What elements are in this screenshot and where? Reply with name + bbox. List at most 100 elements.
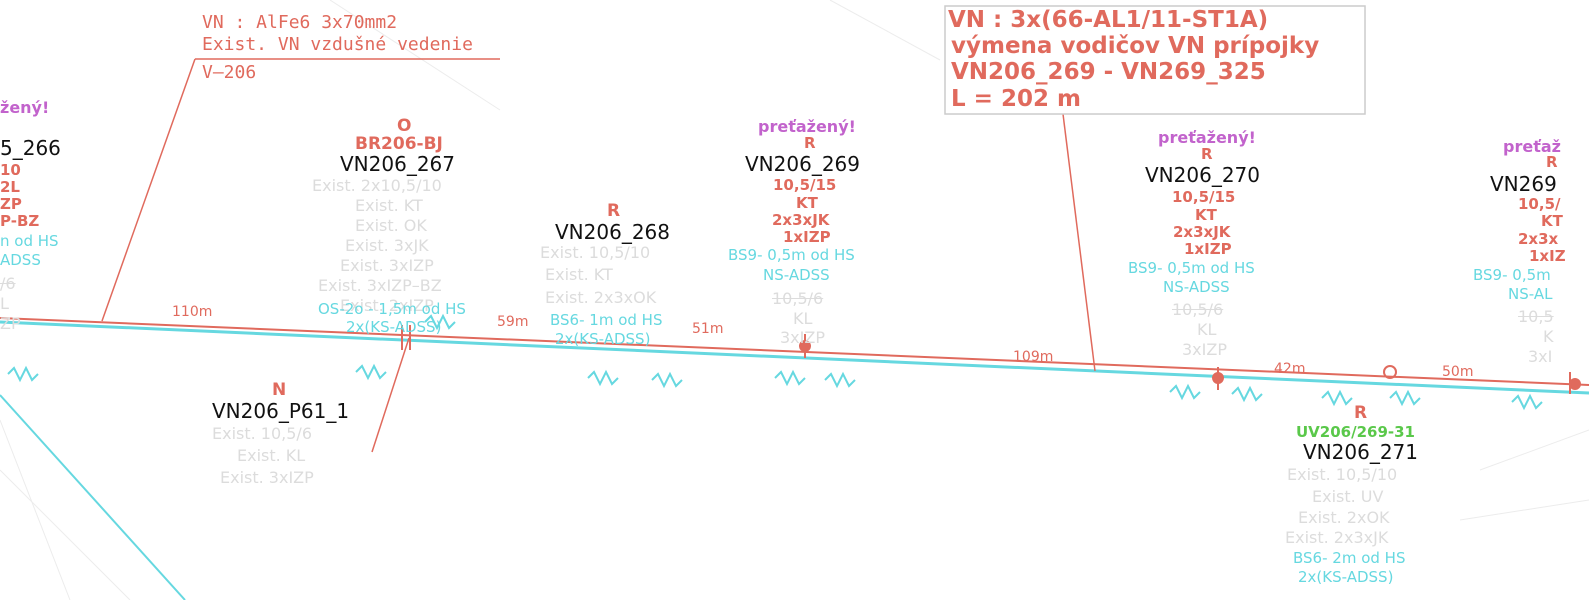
pole-symbols [401, 325, 1581, 394]
pole-268-letter: R [607, 201, 621, 221]
pole-269-id: VN206_269 [745, 152, 860, 176]
spec-left-a: 10 [0, 161, 21, 179]
box-leader-line [1062, 113, 1096, 372]
pole-right-old-3: 3xI [1528, 347, 1553, 366]
spec-left-i: ZP [0, 314, 21, 333]
pole-270-old-2: KL [1197, 320, 1217, 339]
pole-270-old-3: 3xIZP [1182, 340, 1227, 359]
pole-p61-exist-3: Exist. 3xIZP [220, 468, 314, 487]
pole-267-exist-3: Exist. OK [355, 216, 427, 235]
span-distance-6: 50m [1442, 364, 1474, 380]
span-distance-5: 42m [1274, 361, 1306, 377]
pole-271-id: VN206_271 [1303, 440, 1418, 464]
pole-267-exist-6: Exist. 3xIZP–BZ [318, 276, 442, 295]
spec-left-f: ADSS [0, 251, 41, 269]
pole-right-spec-1: 10,5/ [1518, 195, 1561, 213]
main-cyan-line [0, 320, 1589, 395]
pole-269-spec-4: 1xIZP [783, 228, 831, 246]
spec-left-c: ZP [0, 195, 22, 213]
pole-id-left: 5_266 [0, 136, 61, 160]
spec-left-d: P-BZ [0, 212, 40, 230]
pole-270-fiber-1: BS9- 0,5m od HS [1128, 259, 1255, 277]
pole-268-exist-3: Exist. 2x3xOK [545, 288, 657, 307]
pole-right-overload: preťaž [1503, 137, 1561, 156]
pole-271-letter: R [1354, 403, 1368, 423]
pole-271-fiber-1: BS6- 2m od HS [1293, 549, 1406, 567]
pole-270-spec-4: 1xIZP [1184, 240, 1232, 258]
pole-270-old-1: 10,5/6 [1172, 300, 1224, 319]
pole-267-exist-5: Exist. 3xIZP [340, 256, 434, 275]
pole-269-letter: R [804, 134, 816, 152]
pole-269-spec-3: 2x3xJK [772, 211, 830, 229]
box-description: výmena vodičov VN prípojky [951, 33, 1320, 59]
pole-270-id: VN206_270 [1145, 163, 1260, 187]
pole-270-spec-3: 2x3xJK [1173, 223, 1231, 241]
pole-right-old-1: 10,5 [1518, 307, 1554, 326]
pole-269-old-3: 3xIZP [780, 328, 825, 347]
spec-left-b: 2L [0, 178, 20, 196]
pole-268-exist-2: Exist. KT [545, 265, 613, 284]
span-distance-1: 110m [172, 304, 213, 320]
cyan-diagonal-line [0, 394, 186, 600]
pole-p61-letter: N [272, 380, 287, 400]
pole-269-spec-1: 10,5/15 [773, 176, 837, 194]
zigzag-marks [7, 313, 1543, 411]
pole-269-fiber-2: NS-ADSS [763, 266, 830, 284]
pole-269-fiber-1: BS9- 0,5m od HS [728, 246, 855, 264]
pole-269-overload: preťažený! [758, 117, 856, 136]
pole-267-exist-4: Exist. 3xJK [345, 236, 429, 255]
pole-267-code: BR206-BJ [355, 134, 443, 154]
span-distance-2: 59m [497, 314, 529, 330]
span-distance-4: 109m [1013, 349, 1054, 365]
pole-267-exist-1: Exist. 2x10,5/10 [312, 176, 442, 195]
pole-267-fiber-1: OS-2o - 1,5m od HS [318, 300, 466, 318]
pole-right-spec-3: 2x3x [1518, 230, 1559, 248]
pole-p61-exist-1: Exist. 10,5/6 [212, 424, 312, 443]
span-distance-3: 51m [692, 321, 724, 337]
pole-267-letter: O [397, 116, 412, 136]
pole-271-fiber-2: 2x(KS-ADSS) [1298, 568, 1394, 586]
pole-267-exist-7: Exist. 2xIZP [340, 296, 434, 315]
pole-270-overload: preťažený! [1158, 128, 1256, 147]
pole-right-id: VN269 [1490, 172, 1557, 196]
pole-267-exist-2: Exist. KT [355, 196, 423, 215]
overload-label-left: žený! [0, 98, 50, 117]
pole-268-fiber-1: BS6- 1m od HS [550, 311, 663, 329]
pole-269-old-1: 10,5/6 [772, 289, 824, 308]
pole-268-exist-1: Exist. 10,5/10 [540, 243, 651, 262]
pole-271-exist-4: Exist. 2x3xJK [1285, 528, 1389, 547]
note-existing-line: Exist. VN vzdušné vedenie [202, 34, 473, 55]
pole-269-old-2: KL [793, 309, 813, 328]
spec-left-e: n od HS [0, 232, 59, 250]
pole-270-letter: R [1201, 145, 1213, 163]
note-leader-line [101, 58, 196, 322]
box-length: L = 202 m [951, 86, 1081, 112]
pole-270-spec-1: 10,5/15 [1172, 188, 1236, 206]
pole-p61-exist-2: Exist. KL [237, 446, 306, 465]
pole-269-spec-2: KT [796, 194, 818, 212]
pole-right-old-2: K [1543, 327, 1554, 346]
pole-271-exist-2: Exist. UV [1312, 487, 1384, 506]
note-conductor-type: VN : AlFe6 3x70mm2 [202, 12, 398, 33]
note-line-id: V–206 [202, 62, 257, 83]
annotation-box-frame [944, 5, 1366, 115]
pole-271-code: UV206/269-31 [1296, 423, 1415, 441]
box-conductor: VN : 3x(66-AL1/11-ST1A) [948, 7, 1269, 33]
pole-268-id: VN206_268 [555, 220, 670, 244]
pole-271-exist-1: Exist. 10,5/10 [1287, 465, 1398, 484]
spec-left-g: /6 [0, 274, 16, 293]
pole-271-exist-3: Exist. 2xOK [1298, 508, 1390, 527]
pole-right-letter: R [1546, 153, 1558, 171]
pole-268-fiber-2: 2x(KS-ADSS) [555, 330, 651, 348]
pole-270-spec-2: KT [1195, 206, 1217, 224]
pole-right-spec-4: 1xIZ [1529, 247, 1566, 265]
pole-right-fiber-1: BS9- 0,5m [1473, 266, 1551, 284]
pole-267-fiber-2: 2x(KS-ADSS) [346, 318, 442, 336]
pole-right-fiber-2: NS-AL [1508, 285, 1553, 303]
pole-267-id: VN206_267 [340, 152, 455, 176]
main-red-line [0, 317, 1589, 386]
spec-left-h: L [0, 294, 9, 313]
